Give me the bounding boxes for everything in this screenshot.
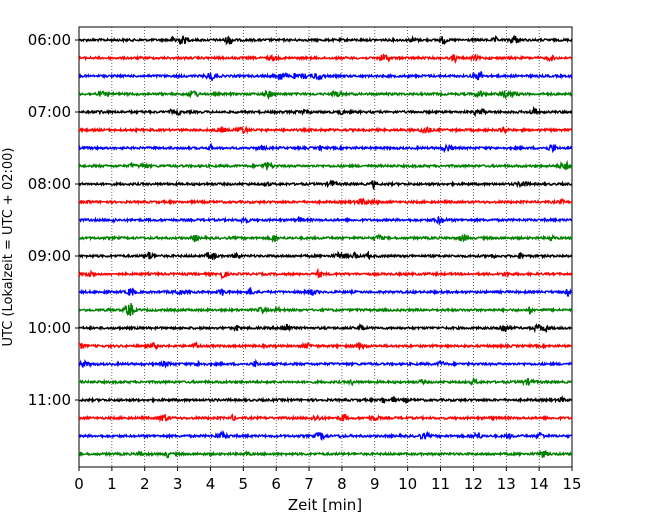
x-tick-label: 2 (140, 475, 150, 493)
x-tick-label: 0 (74, 475, 84, 493)
x-tick-label: 9 (370, 475, 380, 493)
trace-line (78, 105, 573, 118)
traces (78, 34, 573, 459)
y-tick-label: 06:00 (28, 31, 71, 49)
trace-line (78, 395, 573, 404)
x-tick-label: 8 (337, 475, 347, 493)
trace-line (78, 323, 573, 334)
trace-line (78, 233, 573, 243)
x-tick-label: 12 (464, 475, 483, 493)
y-tick-label: 09:00 (28, 247, 71, 265)
trace-line (78, 358, 573, 369)
x-tick-label: 10 (398, 475, 417, 493)
x-axis-ticks: 0 1 2 3 4 5 6 7 8 9 10 11 12 13 14 15 (74, 467, 582, 493)
x-tick-label: 5 (239, 475, 249, 493)
trace-line (78, 250, 573, 261)
y-tick-label: 10:00 (28, 319, 71, 337)
y-tick-label: 08:00 (28, 175, 71, 193)
trace-line (78, 89, 573, 101)
trace-line (78, 413, 573, 423)
x-tick-label: 11 (431, 475, 450, 493)
trace-line (78, 142, 573, 154)
trace-line (78, 303, 573, 317)
x-axis-label: Zeit [min] (288, 496, 362, 514)
trace-line (78, 287, 573, 297)
trace-line (78, 376, 573, 387)
trace-line (78, 341, 573, 351)
trace-line (78, 429, 573, 442)
trace-line (78, 215, 573, 226)
y-tick-label: 11:00 (28, 391, 71, 409)
grid-lines (111, 27, 540, 467)
x-tick-label: 1 (107, 475, 117, 493)
trace-line (78, 197, 573, 207)
trace-line (78, 449, 573, 459)
trace-line (78, 34, 573, 46)
plot-area (78, 26, 573, 468)
trace-line (78, 53, 573, 64)
trace-line (78, 159, 573, 171)
x-tick-label: 4 (206, 475, 216, 493)
y-axis-ticks: 06:00 07:00 08:00 09:00 10:00 11:00 (28, 31, 79, 409)
y-tick-label: 07:00 (28, 103, 71, 121)
x-tick-label: 13 (497, 475, 516, 493)
x-tick-label: 7 (304, 475, 314, 493)
trace-line (78, 179, 573, 191)
trace-line (78, 125, 573, 135)
trace-line (78, 71, 573, 82)
x-tick-label: 15 (562, 475, 581, 493)
x-tick-label: 14 (530, 475, 549, 493)
x-tick-label: 6 (271, 475, 281, 493)
x-tick-label: 3 (173, 475, 183, 493)
y-axis-label: UTC (Lokalzeit = UTC + 02:00) (1, 148, 16, 347)
trace-line (78, 267, 573, 281)
